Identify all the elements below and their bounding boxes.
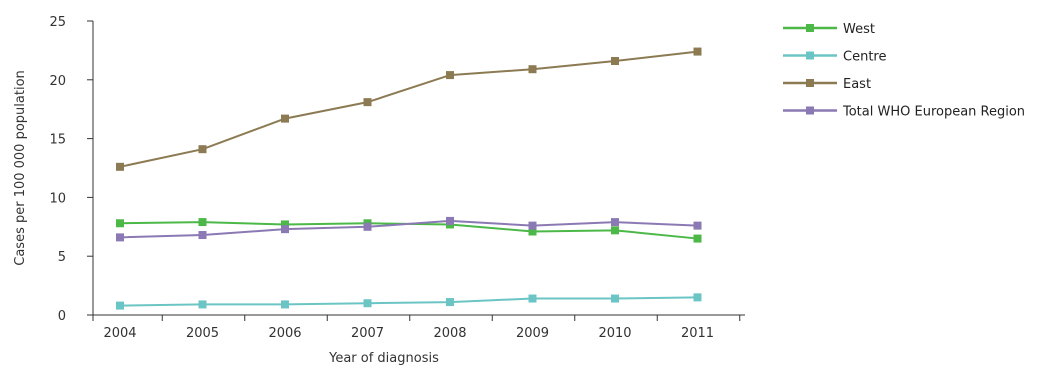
series-layer [116, 47, 702, 310]
data-point-marker [281, 220, 289, 229]
data-point-marker [446, 71, 454, 80]
y-tick-label: 5 [58, 250, 66, 265]
x-tick-label: 2005 [186, 326, 219, 341]
data-point-marker [116, 219, 124, 228]
legend-item: Total WHO European Region [783, 105, 1025, 120]
legend-marker-swatch [806, 51, 814, 60]
series-line [119, 50, 698, 168]
data-point-marker [363, 222, 372, 231]
data-point-marker [198, 231, 207, 240]
y-tick-label: 15 [49, 133, 66, 148]
series-line [119, 296, 698, 307]
data-point-marker [693, 234, 702, 243]
x-axis-ticks: 2004 2005 2006 2007 2008 2009 2010 2011 [92, 315, 741, 341]
x-tick-label: 2010 [598, 326, 631, 341]
data-point-marker [198, 218, 207, 227]
legend-label: East [843, 77, 871, 92]
legend-marker-swatch [806, 106, 814, 115]
data-point-marker [116, 162, 124, 171]
data-point-marker [611, 56, 619, 65]
data-point-marker [611, 294, 619, 303]
legend-item: West [783, 22, 875, 37]
data-point-marker [528, 65, 537, 74]
data-point-marker [693, 221, 702, 230]
x-tick-label: 2011 [681, 326, 714, 341]
x-tick-label: 2009 [516, 326, 549, 341]
y-tick-label: 25 [49, 15, 66, 30]
x-tick-label: 2006 [268, 326, 301, 341]
legend-marker-swatch [806, 24, 814, 32]
legend: West Centre East Total WHO European Region [783, 22, 1025, 120]
y-tick-label: 10 [49, 191, 66, 206]
series-centre [116, 293, 702, 310]
x-tick-label: 2004 [103, 326, 136, 341]
x-tick-label: 2007 [351, 326, 384, 341]
data-point-marker [528, 294, 537, 303]
y-axis-ticks: 0 5 10 15 20 25 [49, 15, 93, 324]
data-point-marker [693, 293, 702, 302]
y-axis-title: Cases per 100 000 population [13, 70, 28, 266]
data-point-marker [528, 221, 537, 230]
data-point-marker [446, 216, 454, 225]
data-point-marker [611, 218, 619, 227]
data-point-marker [363, 98, 372, 107]
data-point-marker [528, 227, 537, 236]
y-tick-label: 0 [58, 309, 66, 324]
legend-item: Centre [783, 50, 886, 65]
series-total-who-european-region [116, 216, 702, 242]
y-tick-label: 20 [49, 74, 66, 89]
data-point-marker [363, 299, 372, 308]
legend-label: West [843, 22, 875, 37]
data-point-marker [116, 301, 124, 310]
data-point-marker [611, 226, 619, 235]
data-point-marker [116, 233, 124, 242]
data-point-marker [446, 298, 454, 307]
data-point-marker [198, 145, 207, 154]
data-point-marker [281, 114, 289, 123]
legend-label: Centre [843, 50, 886, 65]
legend-label: Total WHO European Region [842, 105, 1025, 120]
x-axis-title: Year of diagnosis [328, 351, 439, 366]
data-point-marker [198, 300, 207, 309]
legend-item: East [783, 77, 871, 92]
data-point-marker [281, 300, 289, 309]
data-point-marker [693, 47, 702, 56]
x-tick-label: 2008 [433, 326, 466, 341]
series-line [119, 219, 698, 239]
data-point-marker [281, 225, 289, 234]
legend-marker-swatch [806, 79, 814, 87]
series-east [116, 47, 702, 171]
